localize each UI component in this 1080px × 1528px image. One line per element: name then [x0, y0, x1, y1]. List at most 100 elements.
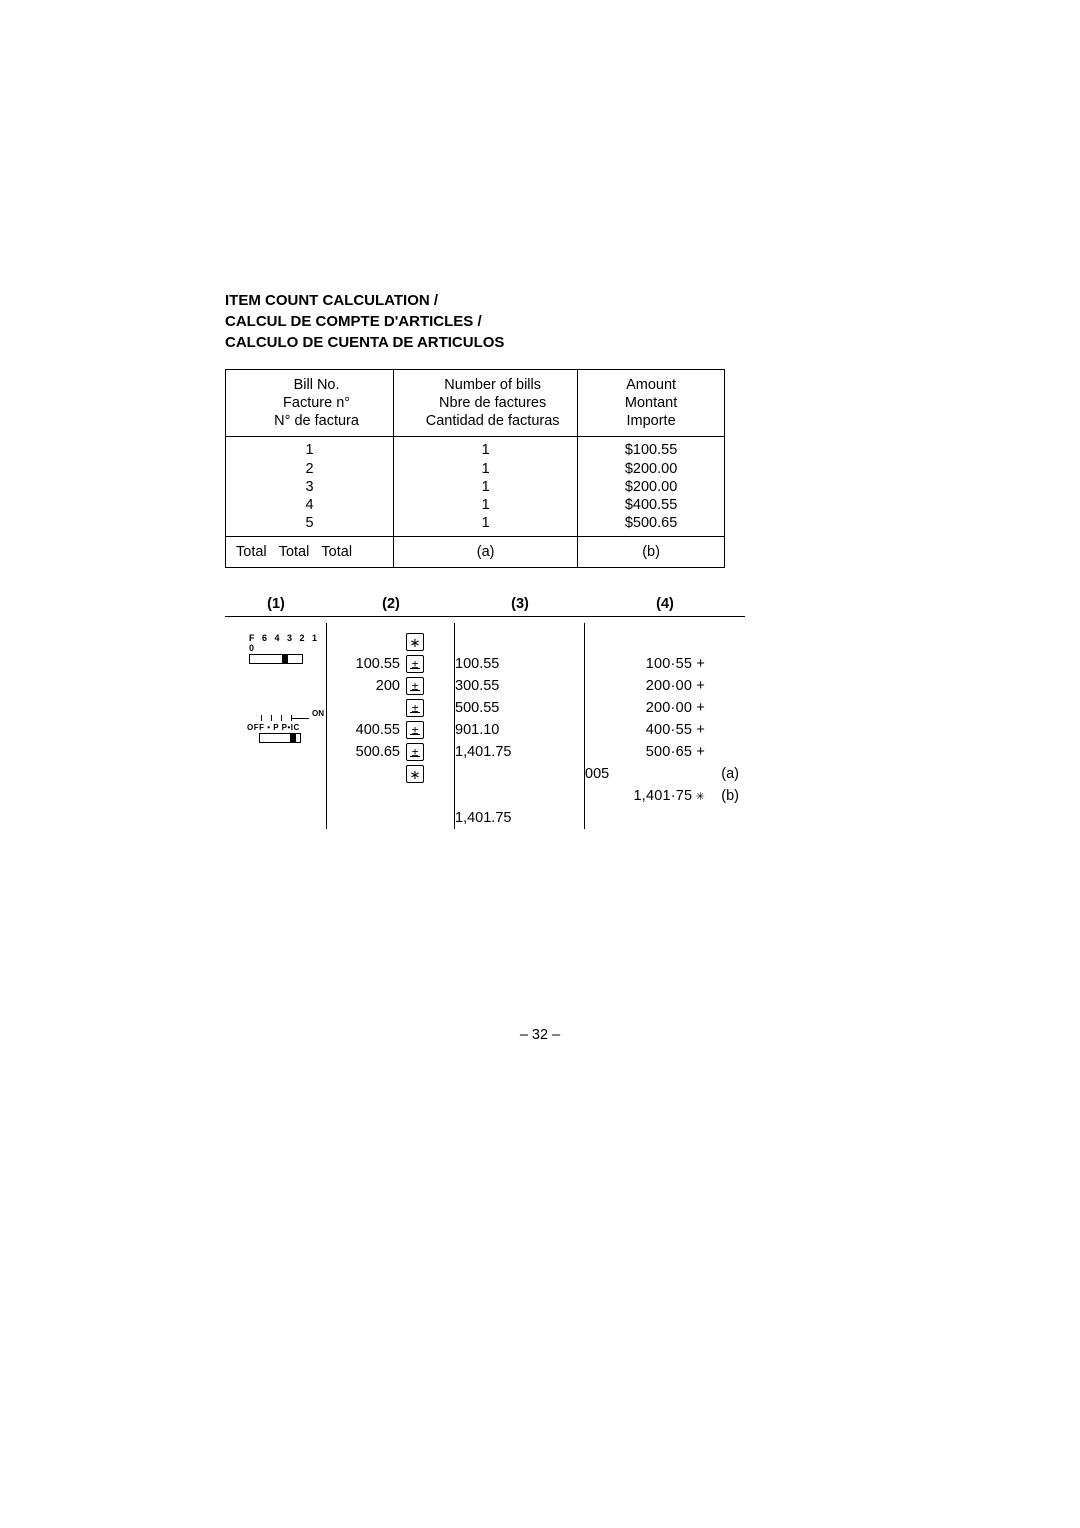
footer-c3: (b) — [578, 537, 725, 568]
cell: 1 — [234, 441, 385, 459]
print-total-line: 1,401·75(b) — [585, 785, 745, 807]
plus-key-icon — [406, 721, 424, 739]
switch-group: F 6 4 3 2 1 0 ON OFF • P P•IC — [225, 623, 326, 743]
section-title: ITEM COUNT CALCULATION / CALCUL DE COMPT… — [225, 290, 745, 353]
col2-h3: Cantidad de facturas — [416, 412, 569, 430]
decimal-switch-label: F 6 4 3 2 1 0 — [249, 633, 326, 653]
print-line — [585, 631, 745, 653]
col3-body: $100.55 $200.00 $200.00 $400.55 $500.65 — [578, 437, 725, 537]
col1-h1: Bill No. — [248, 376, 385, 394]
cell: 4 — [234, 496, 385, 514]
display-value: 300.55 — [455, 675, 584, 697]
print-count-line: 005 (a) — [585, 763, 745, 785]
cell: $200.00 — [586, 478, 716, 496]
slider-knob-icon — [282, 655, 288, 663]
cell: 1 — [402, 478, 569, 496]
key-entry — [327, 763, 454, 785]
col2-h1: Number of bills — [416, 376, 569, 394]
annotation-b: (b) — [705, 788, 739, 804]
entry-value: 100.55 — [344, 656, 406, 672]
calc-h3: (3) — [455, 596, 585, 617]
calc-col3: 100.55 300.55 500.55 901.10 1,401.75 1,4… — [455, 623, 585, 829]
display-value: 901.10 — [455, 719, 584, 741]
display-value: 100.55 — [455, 653, 584, 675]
col1-header: Bill No. Facture n° N° de factura — [226, 370, 394, 437]
cell: $200.00 — [586, 460, 716, 478]
col3-header: Amount Montant Importe — [578, 370, 725, 437]
bills-table: Bill No. Facture n° N° de factura Number… — [225, 369, 725, 568]
col1-h2: Facture n° — [248, 394, 385, 412]
cell: 5 — [234, 514, 385, 532]
item-count: 005 — [585, 766, 621, 782]
cell: 3 — [234, 478, 385, 496]
cell: $400.55 — [586, 496, 716, 514]
cell: $500.65 — [586, 514, 716, 532]
key-entry — [327, 631, 454, 653]
calc-h2: (2) — [327, 596, 455, 617]
print-value: 500·65 + — [621, 744, 705, 760]
calc-col1: F 6 4 3 2 1 0 ON OFF • P P•IC — [225, 623, 327, 829]
mode-slider-icon — [259, 733, 301, 743]
calc-col4: 100·55 + 200·00 + 200·00 + 400·55 + 500·… — [585, 623, 745, 829]
calc-columns: F 6 4 3 2 1 0 ON OFF • P P•IC — [225, 623, 745, 829]
decimal-slider-icon — [249, 654, 303, 664]
col3-h2: Montant — [586, 394, 716, 412]
cell: 1 — [402, 441, 569, 459]
calc-header: (1) (2) (3) (4) — [225, 596, 745, 623]
print-value: 200·00 + — [621, 678, 705, 694]
calc-h4: (4) — [585, 596, 745, 617]
col1-body: 1 2 3 4 5 — [226, 437, 394, 537]
display-value: 1,401.75 — [455, 741, 584, 763]
cell: $100.55 — [586, 441, 716, 459]
key-entry — [327, 697, 454, 719]
print-value: 200·00 + — [621, 700, 705, 716]
plus-key-icon — [406, 655, 424, 673]
calculation-area: (1) (2) (3) (4) F 6 4 3 2 1 0 ON — [225, 596, 745, 829]
plus-key-icon — [406, 743, 424, 761]
display-value — [455, 631, 584, 653]
cell: 1 — [402, 460, 569, 478]
key-entry: 100.55 — [327, 653, 454, 675]
mode-switch: ON OFF • P P•IC — [225, 716, 326, 743]
display-value — [455, 763, 584, 785]
key-entry: 500.65 — [327, 741, 454, 763]
off-label: OFF • P P•IC — [247, 723, 326, 732]
col3-h3: Importe — [586, 412, 716, 430]
content-area: ITEM COUNT CALCULATION / CALCUL DE COMPT… — [225, 290, 745, 829]
table-body-row: 1 2 3 4 5 1 1 1 1 1 $100.55 $200.00 $200… — [226, 437, 725, 537]
title-en: ITEM COUNT CALCULATION / — [225, 290, 745, 311]
slider-knob-icon — [290, 734, 296, 742]
col2-body: 1 1 1 1 1 — [394, 437, 578, 537]
total-key-icon — [406, 633, 424, 651]
calc-col2: 100.55 200 400.55 500.65 — [327, 623, 455, 829]
plus-key-icon — [406, 677, 424, 695]
footer-c2: (a) — [394, 537, 578, 568]
print-value: 100·55 + — [621, 656, 705, 672]
entry-value: 200 — [344, 678, 406, 694]
title-es: CALCULO DE CUENTA DE ARTICULOS — [225, 332, 745, 353]
plus-key-icon — [406, 699, 424, 717]
mode-switch-ticks — [261, 716, 301, 722]
print-line: 500·65 + — [585, 741, 745, 763]
print-line: 400·55 + — [585, 719, 745, 741]
print-line: 200·00 + — [585, 675, 745, 697]
col2-header: Number of bills Nbre de factures Cantida… — [394, 370, 578, 437]
cell: 1 — [402, 514, 569, 532]
print-total: 1,401·75 — [621, 788, 705, 804]
cell: 2 — [234, 460, 385, 478]
page: ITEM COUNT CALCULATION / CALCUL DE COMPT… — [0, 0, 1080, 1528]
entry-value: 500.65 — [344, 744, 406, 760]
col1-h3: N° de factura — [248, 412, 385, 430]
footer-c1: Total Total Total — [226, 537, 394, 568]
title-fr: CALCUL DE COMPTE D'ARTICLES / — [225, 311, 745, 332]
display-value: 500.55 — [455, 697, 584, 719]
key-entry: 200 — [327, 675, 454, 697]
page-number: – 32 – — [0, 1027, 1080, 1043]
calc-h1: (1) — [225, 596, 327, 617]
col2-h2: Nbre de factures — [416, 394, 569, 412]
print-value: 400·55 + — [621, 722, 705, 738]
cell: 1 — [402, 496, 569, 514]
annotation-a: (a) — [705, 766, 739, 782]
display-value: 1,401.75 — [455, 807, 584, 829]
entry-value: 400.55 — [344, 722, 406, 738]
